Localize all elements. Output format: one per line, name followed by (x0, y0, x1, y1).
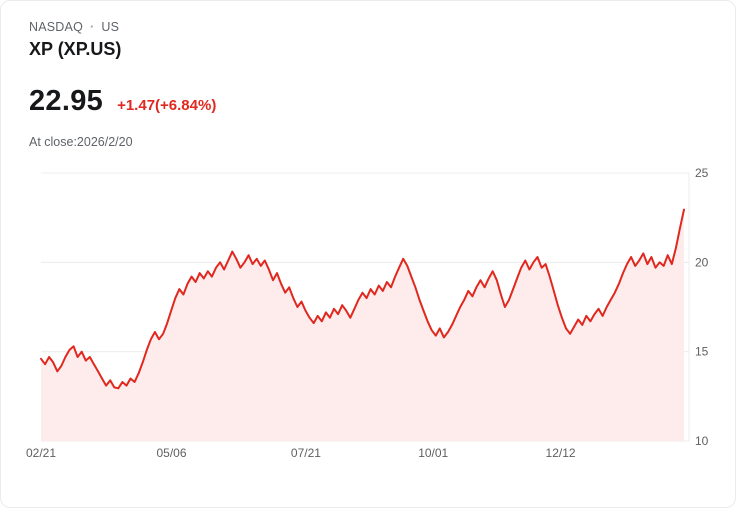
y-tick-label: 15 (695, 345, 709, 359)
price: 22.95 (29, 85, 104, 117)
exchange-label: NASDAQ (29, 20, 83, 34)
chart-svg: 10 15 20 25 02/21 05/06 07/21 10/01 12/12 (26, 166, 709, 460)
price-area-fill (41, 209, 684, 441)
quote-header: NASDAQ · US XP (XP.US) 22.95 +1.47(+6.84… (1, 1, 735, 149)
price-chart[interactable]: 10 15 20 25 02/21 05/06 07/21 10/01 12/12 (1, 156, 735, 486)
x-tick-label: 12/12 (546, 446, 576, 460)
x-tick-label: 05/06 (157, 446, 187, 460)
x-tick-label: 07/21 (291, 446, 321, 460)
y-tick-label: 10 (695, 434, 709, 448)
x-tick-label: 10/01 (418, 446, 448, 460)
region-label: US (101, 20, 120, 34)
price-change: +1.47(+6.84%) (117, 97, 217, 114)
price-line (40, 208, 685, 390)
stock-title: XP (XP.US) (29, 39, 122, 59)
y-tick-label: 20 (695, 255, 709, 269)
as-of-label: At close:2026/2/20 (29, 135, 133, 149)
separator-dot: · (90, 20, 95, 34)
price-row: 22.95 +1.47(+6.84%) (29, 84, 707, 118)
y-tick-label: 25 (695, 166, 709, 180)
x-tick-label: 02/21 (26, 446, 56, 460)
exchange-row: NASDAQ · US (29, 20, 707, 34)
